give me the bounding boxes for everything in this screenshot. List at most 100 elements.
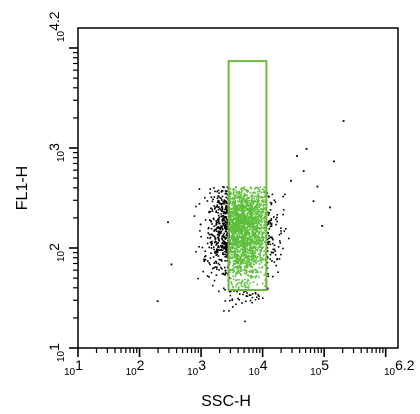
event-point [266,267,269,270]
gated-event [247,255,250,257]
gated-event [260,248,262,251]
gated-event [253,218,256,221]
gated-event [232,267,235,269]
gated-event [264,285,266,287]
event-point [216,242,218,245]
gated-event [264,264,266,266]
gated-event [261,237,263,240]
gated-event [260,256,263,259]
event-point [208,233,211,236]
gated-event [260,227,262,230]
gated-event [245,260,247,263]
gated-event [248,197,251,199]
gated-event [233,242,235,245]
gated-event [238,240,241,243]
gated-event [254,188,256,190]
gated-event [230,257,233,260]
event-point [210,219,212,222]
event-point [226,245,228,248]
gated-event [251,255,254,258]
gated-event [232,197,234,199]
gated-event [246,191,249,193]
event-point [222,240,224,242]
event-point [223,186,225,189]
event-point [251,293,254,295]
event-point [220,266,222,269]
gated-event [239,221,241,224]
gated-event [251,233,253,236]
gated-event [250,187,253,190]
event-point [277,271,279,273]
event-point [209,192,211,194]
gated-event [263,196,265,198]
event-point [277,246,280,248]
event-point [283,230,286,232]
gated-event [259,249,261,251]
gated-event [262,199,264,201]
gated-event [245,207,247,209]
gated-event [245,194,247,196]
gated-event [242,255,245,257]
event-point [220,249,222,251]
event-point [223,203,225,205]
gated-event [233,206,236,208]
event-point [248,294,251,296]
gated-event [258,197,260,200]
gated-event [232,207,235,210]
gated-event [262,188,265,191]
gated-event [231,222,234,224]
gated-event [251,241,254,243]
event-point [216,268,218,270]
gated-event [258,242,261,244]
gated-event [247,287,249,289]
gated-event [245,234,247,237]
outlier-point [316,185,319,188]
event-point [278,233,281,236]
gated-event [251,200,254,202]
event-point [206,200,209,202]
gated-event [261,221,263,223]
gated-event [233,247,235,250]
event-point [210,244,213,246]
gated-event [260,191,263,194]
event-point [266,288,269,290]
gated-event [233,199,236,201]
outlier-point [333,160,335,163]
gated-event [238,205,241,207]
gated-event [253,255,256,257]
gated-event [255,187,257,189]
gated-event [258,200,260,202]
gated-event [240,188,242,190]
gated-event [231,200,234,203]
gated-event [231,256,233,258]
gated-event [252,281,255,283]
gated-event [235,261,237,264]
gated-event [251,232,254,234]
gated-event [250,216,253,219]
gated-event [235,206,238,209]
gated-event [260,236,263,238]
event-point [218,217,220,220]
gated-event [238,269,240,272]
event-point [224,274,226,276]
event-point [221,244,224,247]
event-point [217,219,219,221]
event-point [206,275,209,277]
outlier-point [342,120,345,122]
gated-event [250,208,252,211]
gated-event [244,243,246,246]
gated-event [231,257,234,260]
event-point [225,249,228,252]
gated-event [232,202,235,204]
gated-event [241,238,243,241]
gated-event [240,187,243,189]
gated-event [241,189,243,192]
gated-event [236,228,239,230]
gated-event [234,208,236,211]
event-point [216,227,219,229]
gated-event [243,201,246,204]
event-point [267,275,270,278]
gated-event [252,209,255,211]
event-point [199,223,202,226]
gated-event [240,270,243,273]
